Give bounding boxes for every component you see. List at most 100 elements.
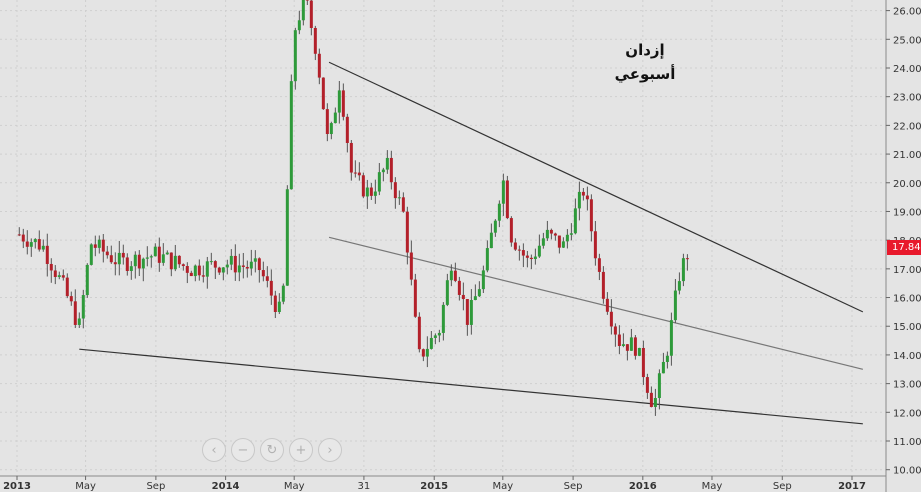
candle-up <box>669 320 673 356</box>
candle-down <box>37 239 41 250</box>
candle-down <box>17 234 21 236</box>
y-tick-label: 11.00 <box>893 437 921 448</box>
candle-up <box>561 241 565 248</box>
y-tick-label: 20.00 <box>893 179 921 190</box>
candle-down <box>181 264 185 267</box>
candle-down <box>101 239 105 252</box>
candle-down <box>389 157 393 183</box>
time-axis[interactable]: 2013 May Sep 2014 May 31 2015 May Sep 2016 May Sep 2… <box>0 475 886 492</box>
candle-down <box>309 0 313 28</box>
candle-up <box>85 264 89 296</box>
chart-navigation: ‹ − ↻ + › <box>202 438 342 462</box>
candle-down <box>61 275 65 278</box>
candle-down <box>649 392 653 407</box>
candle-down <box>401 197 405 212</box>
candle-down <box>21 234 25 242</box>
scroll-right-icon[interactable]: › <box>318 438 342 462</box>
x-tick-label: May <box>284 481 305 492</box>
candle-up <box>497 203 501 221</box>
candle-down <box>65 277 69 297</box>
candle-up <box>221 267 225 273</box>
grid-lines <box>0 0 886 476</box>
candle-down <box>25 241 29 247</box>
candle-down <box>245 266 249 269</box>
candle-down <box>585 195 589 200</box>
candle-down <box>185 266 189 273</box>
candle-up <box>333 112 337 124</box>
candle-up <box>381 169 385 173</box>
candle-down <box>609 311 613 327</box>
y-tick-label: 23.00 <box>893 93 921 104</box>
zoom-in-icon[interactable]: + <box>289 438 313 462</box>
candle-down <box>201 275 205 277</box>
candle-up <box>429 337 433 349</box>
candle-down <box>517 249 521 251</box>
candle-down <box>321 77 325 110</box>
candle-down <box>49 263 53 271</box>
x-tick-label: 2016 <box>629 481 657 492</box>
reset-icon[interactable]: ↻ <box>260 438 284 462</box>
candle-up <box>117 252 121 265</box>
annotation-line-1: إزدان <box>625 41 665 59</box>
candle-up <box>377 172 381 192</box>
x-tick-label: 2014 <box>212 481 240 492</box>
x-tick-label: Sep <box>146 481 165 492</box>
candle-up <box>209 261 213 263</box>
candle-down <box>413 279 417 317</box>
candle-down <box>553 233 557 236</box>
candle-up <box>629 337 633 351</box>
candle-down <box>177 255 181 265</box>
candle-down <box>305 0 309 1</box>
candle-down <box>405 211 409 253</box>
candle-down <box>605 298 609 312</box>
candle-down <box>73 301 77 325</box>
y-tick-label: 15.00 <box>893 322 921 333</box>
y-tick-label: 19.00 <box>893 207 921 218</box>
y-tick-label: 16.00 <box>893 294 921 305</box>
candle-up <box>129 266 133 271</box>
candle-up <box>481 270 485 290</box>
candle-down <box>257 258 261 271</box>
candle-up <box>29 242 33 247</box>
candle-up <box>437 332 441 336</box>
candle-up <box>289 81 293 190</box>
scroll-left-icon[interactable]: ‹ <box>202 438 226 462</box>
candle-down <box>641 347 645 378</box>
candle-up <box>329 123 333 135</box>
candle-down <box>589 199 593 232</box>
candle-up <box>537 245 541 257</box>
candle-down <box>273 295 277 312</box>
candle-down <box>393 182 397 199</box>
candle-up <box>249 261 253 269</box>
candle-down <box>69 296 73 302</box>
candle-down <box>685 258 689 260</box>
candle-up <box>449 270 453 281</box>
candle-up <box>681 258 685 282</box>
zoom-out-icon[interactable]: − <box>231 438 255 462</box>
candle-up <box>637 347 641 356</box>
y-tick-label: 10.00 <box>893 466 921 477</box>
candle-down <box>465 299 469 325</box>
candle-down <box>509 218 513 243</box>
candle-down <box>529 257 533 260</box>
y-tick-label: 25.00 <box>893 35 921 46</box>
candle-down <box>105 251 109 256</box>
y-tick-label: 21.00 <box>893 150 921 161</box>
annotation-line-2: أسبوعي <box>614 65 676 83</box>
candle-down <box>357 172 361 176</box>
candle-down <box>341 90 345 117</box>
candle-down <box>549 229 553 234</box>
candle-down <box>421 349 425 357</box>
candle-up <box>89 244 93 265</box>
candle-up <box>237 265 241 273</box>
candle-down <box>597 258 601 272</box>
x-tick-label: Sep <box>773 481 792 492</box>
y-tick-label: 22.00 <box>893 121 921 132</box>
candle-up <box>569 233 573 235</box>
candle-down <box>109 255 113 263</box>
candle-up <box>441 304 445 333</box>
candle-down <box>197 265 201 276</box>
candle-down <box>325 109 329 135</box>
candle-up <box>193 265 197 277</box>
